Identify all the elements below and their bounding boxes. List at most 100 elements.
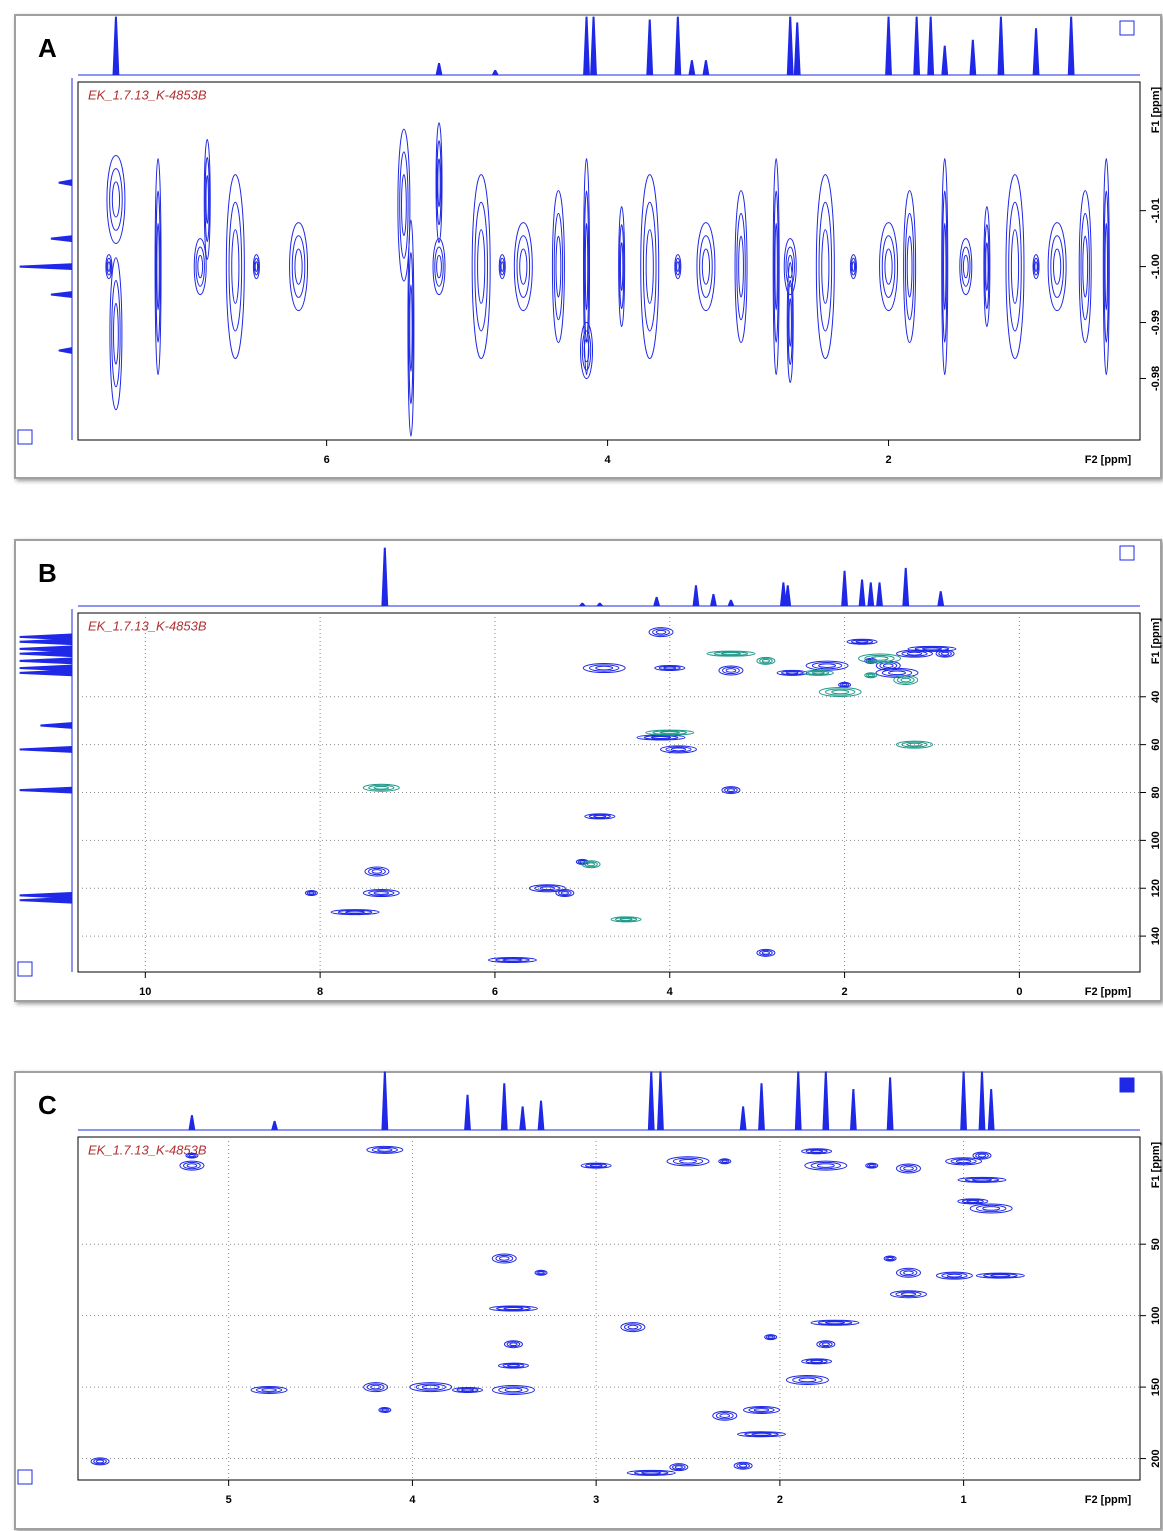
y-tick-label: 200	[1150, 1449, 1162, 1467]
projection-peak	[583, 16, 590, 76]
contour	[179, 1160, 205, 1171]
contour	[972, 1151, 992, 1160]
contour	[368, 784, 395, 791]
contour	[415, 1383, 446, 1391]
contour	[519, 248, 528, 285]
contour	[942, 190, 948, 343]
projection-peak	[491, 69, 499, 76]
cross-peak	[362, 783, 400, 792]
contour	[736, 1462, 750, 1469]
contour	[895, 1163, 921, 1174]
projection-peak	[987, 1089, 995, 1131]
projection-peak	[702, 60, 710, 76]
contour	[884, 248, 893, 285]
contour	[205, 174, 209, 224]
contour	[804, 1160, 848, 1171]
cross-peak	[105, 254, 113, 280]
contour	[498, 1256, 510, 1261]
contour	[560, 891, 569, 895]
projection-peak	[758, 1083, 765, 1131]
contour	[498, 1386, 529, 1394]
contour	[640, 174, 660, 360]
contour	[957, 1176, 1007, 1183]
contour	[706, 650, 756, 657]
contour	[366, 1383, 385, 1391]
contour	[810, 1319, 860, 1326]
contour	[900, 1292, 917, 1297]
contour	[788, 298, 792, 348]
cross-peak	[497, 1362, 529, 1369]
cross-peak	[648, 627, 674, 638]
contour	[250, 1385, 288, 1394]
contour	[846, 638, 878, 645]
cross-peak	[435, 122, 443, 244]
cross-peak	[815, 174, 835, 360]
contour	[499, 257, 505, 276]
contour	[330, 909, 380, 916]
projection-peak	[112, 16, 120, 76]
contour	[373, 891, 390, 895]
contour	[555, 235, 562, 298]
projection-peak	[58, 179, 73, 187]
contour	[849, 254, 857, 280]
contour	[895, 1291, 922, 1298]
contour	[95, 1459, 105, 1464]
cross-peak	[756, 948, 776, 957]
contour	[985, 242, 989, 292]
contour	[885, 1256, 895, 1261]
cross-peak	[179, 1160, 205, 1171]
cross-peak	[1032, 254, 1040, 280]
cross-peak	[432, 238, 446, 296]
contour	[866, 672, 876, 678]
contour	[645, 729, 695, 736]
contour	[901, 741, 928, 748]
projection-peak	[858, 579, 866, 607]
contour	[378, 1406, 392, 1413]
cross-peak	[674, 254, 682, 280]
contour	[969, 1203, 1013, 1214]
contour	[767, 1335, 774, 1339]
contour	[867, 1163, 877, 1168]
y-tick-label: 100	[1150, 831, 1162, 849]
contour	[294, 248, 303, 285]
cross-peak	[659, 745, 697, 754]
contour	[495, 1254, 514, 1263]
projection-peak	[841, 570, 848, 607]
contour	[883, 1255, 897, 1262]
corner-box	[1119, 20, 1135, 36]
cross-peak	[959, 238, 973, 296]
projection-peak	[647, 1071, 655, 1131]
cross-peak	[805, 660, 849, 671]
cross-peak	[975, 1272, 1025, 1279]
contour	[516, 235, 531, 298]
projection-peak	[876, 582, 883, 607]
contour	[774, 222, 778, 311]
contour	[434, 246, 444, 287]
cross-peak	[250, 1385, 288, 1394]
contour	[887, 1256, 894, 1260]
contour	[581, 330, 592, 371]
projection-peak	[519, 1106, 527, 1131]
contour	[474, 201, 488, 332]
contour	[107, 261, 111, 272]
contour	[363, 1382, 389, 1393]
contour	[966, 1199, 980, 1203]
cross-peak	[185, 1152, 199, 1159]
projection-peak	[913, 16, 921, 76]
projection-peak	[19, 633, 73, 641]
contour	[815, 174, 835, 360]
contour	[881, 669, 913, 677]
contour	[672, 1464, 686, 1471]
cross-peak	[756, 656, 776, 665]
contour	[975, 1204, 1007, 1213]
panel-letter: B	[38, 558, 57, 588]
cross-peak	[654, 665, 686, 672]
projection-peak	[688, 60, 696, 76]
projection-peak	[19, 891, 73, 899]
contour	[961, 246, 971, 287]
projection-peak	[19, 786, 73, 794]
cross-peak	[491, 1253, 517, 1264]
contour	[366, 1145, 404, 1154]
projection-peak	[381, 547, 389, 607]
contour	[364, 866, 390, 877]
